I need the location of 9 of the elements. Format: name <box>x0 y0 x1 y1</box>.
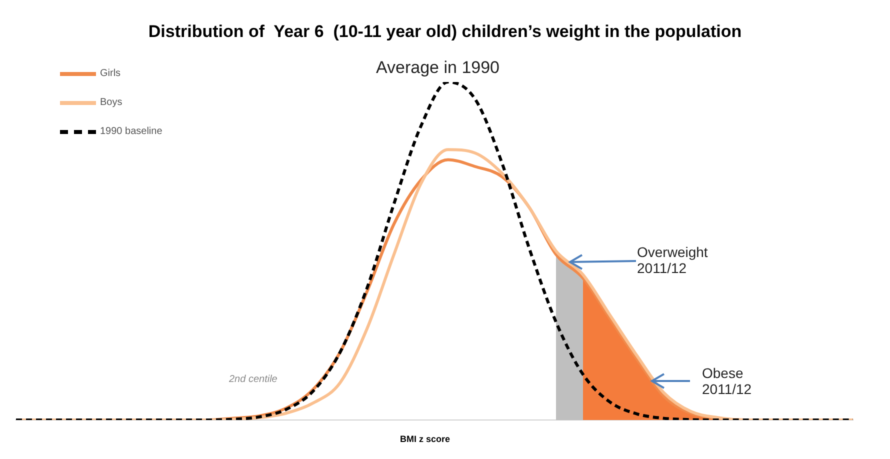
annotation: Overweight 2011/12 <box>637 244 709 276</box>
annotation: 2nd centile <box>229 374 278 385</box>
legend-label: 1990 baseline <box>100 126 162 137</box>
chart-title: Distribution of Year 6 (10-11 year old) children’s weight in the population <box>147 22 743 42</box>
x-axis-title: BMI z score <box>398 434 451 444</box>
text: Average in 1990 <box>376 58 501 78</box>
legend-label: Girls <box>100 68 121 79</box>
annotation: Obese 2011/12 <box>702 365 753 397</box>
legend-label: Boys <box>100 97 122 108</box>
